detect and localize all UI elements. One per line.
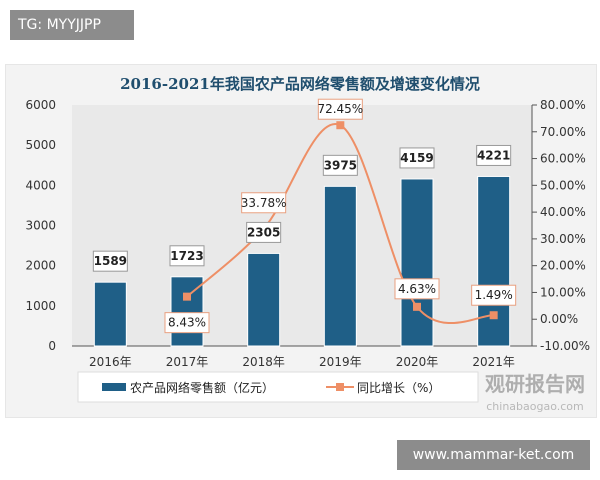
bar (247, 252, 281, 347)
x-tick: 2020年 (396, 355, 439, 369)
growth-marker (489, 311, 498, 320)
bar-data-label: 3975 (324, 158, 357, 172)
y-right-tick: -10.00% (540, 339, 590, 353)
y-right-tick: 30.00% (540, 232, 586, 246)
legend-bar-label: 农产品网络零售额（亿元） (130, 380, 274, 395)
watermark: 观研报告网 chinabaogao.com (485, 372, 585, 413)
y-right-tick: 40.00% (540, 205, 586, 219)
y-right-tick: 60.00% (540, 152, 586, 166)
x-tick: 2016年 (89, 355, 132, 369)
bar-label-box (92, 250, 128, 272)
growth-data-label: 33.78% (241, 196, 287, 210)
bar-data-label: 1723 (170, 249, 203, 263)
y-left-tick: 0 (48, 339, 56, 353)
bar-label-box (169, 245, 205, 267)
growth-marker (413, 302, 421, 311)
y-left-tick: 2000 (25, 259, 56, 273)
bar-data-label: 4221 (477, 148, 510, 162)
watermark-brand: 观研报告网 (485, 372, 585, 396)
tg-label: TG: MYYJJPP (10, 10, 134, 40)
plot-area (72, 105, 532, 346)
growth-label-box (471, 284, 517, 306)
y-right-tick: 50.00% (540, 178, 586, 192)
y-left-tick: 6000 (25, 98, 56, 112)
legend-bar-swatch (102, 383, 126, 391)
growth-label-box (394, 278, 440, 300)
growth-data-label: 1.49% (475, 288, 513, 302)
x-tick: 2017年 (166, 355, 209, 369)
y-left-tick: 1000 (25, 299, 56, 313)
bar-data-label: 4159 (400, 151, 433, 165)
x-tick: 2019年 (319, 355, 362, 369)
growth-label-box (317, 98, 363, 120)
legend-line-marker (336, 383, 344, 391)
bar (400, 178, 434, 347)
y-right-tick: 10.00% (540, 285, 586, 299)
y-right-tick: 20.00% (540, 259, 586, 273)
y-left-tick: 4000 (25, 178, 56, 192)
y-right-tick: 70.00% (540, 125, 586, 139)
bar-label-box (322, 154, 358, 176)
watermark-url: chinabaogao.com (486, 400, 584, 413)
legend-line-label: 同比增长（%） (357, 381, 440, 395)
growth-data-label: 8.43% (168, 316, 206, 330)
legend: 农产品网络零售额（亿元） 同比增长（%） (77, 371, 479, 403)
x-tick: 2021年 (472, 355, 515, 369)
y-left-tick: 5000 (25, 138, 56, 152)
y-right-tick: 80.00% (540, 98, 586, 112)
x-tick: 2018年 (242, 355, 285, 369)
chart-title: 2016-2021年我国农产品网络零售额及增速变化情况 (120, 75, 480, 93)
growth-label-box (164, 312, 210, 334)
bar-label-box (399, 147, 435, 169)
y-right-tick: 0.00% (540, 312, 578, 326)
bar (93, 281, 127, 347)
bar-data-label: 2305 (247, 225, 280, 239)
bar (477, 175, 511, 347)
growth-data-label: 4.63% (398, 282, 436, 296)
growth-data-label: 72.45% (317, 102, 363, 116)
bar-label-box (476, 144, 512, 166)
bar-label-box (246, 221, 282, 243)
y-left-tick: 3000 (25, 219, 56, 233)
growth-marker (183, 292, 191, 301)
footer-site: www.mammar-ket.com (397, 440, 590, 470)
bar (323, 185, 357, 347)
growth-marker (336, 121, 345, 130)
bar-data-label: 1589 (94, 254, 127, 268)
growth-label-box (241, 192, 287, 214)
